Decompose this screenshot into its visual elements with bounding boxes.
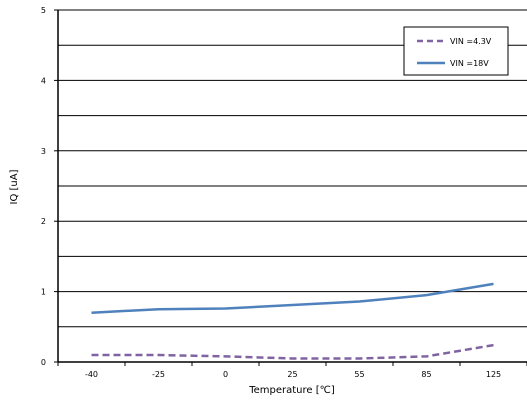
- x-tick-label: 0: [223, 370, 228, 379]
- x-tick-label: -40: [85, 370, 98, 379]
- x-tick-label: 125: [486, 370, 501, 379]
- x-tick-label: 25: [287, 370, 297, 379]
- x-axis-title: Temperature [℃]: [248, 385, 335, 396]
- x-tick-label: -25: [152, 370, 165, 379]
- gridlines: [58, 9, 527, 328]
- x-tick-label: 85: [421, 370, 431, 379]
- y-tick-label: 3: [41, 147, 46, 156]
- series-line-vin-4-3v: [91, 343, 494, 360]
- y-tick-label: 2: [41, 217, 46, 226]
- x-tick-labels: -40 -25 0 25 55 85 125: [85, 370, 501, 379]
- y-tick-label: 4: [41, 76, 46, 85]
- legend-label-vin-18v: VIN =18V: [450, 59, 489, 68]
- y-axis-title: IQ [uA]: [9, 169, 20, 204]
- y-tick-labels: 0 1 2 3 4 5: [41, 6, 46, 367]
- series-lines: [91, 282, 494, 360]
- y-tick-label: 0: [41, 358, 46, 367]
- legend-box: [403, 26, 509, 76]
- legend-label-vin-4-3v: VIN =4.3V: [450, 37, 492, 46]
- y-tick-label: 1: [41, 288, 46, 297]
- axes: [54, 9, 527, 366]
- y-tick-label: 5: [41, 6, 46, 15]
- x-tick-label: 55: [354, 370, 364, 379]
- series-line-vin-18v: [91, 282, 494, 314]
- legend: VIN =4.3V VIN =18V: [403, 26, 509, 76]
